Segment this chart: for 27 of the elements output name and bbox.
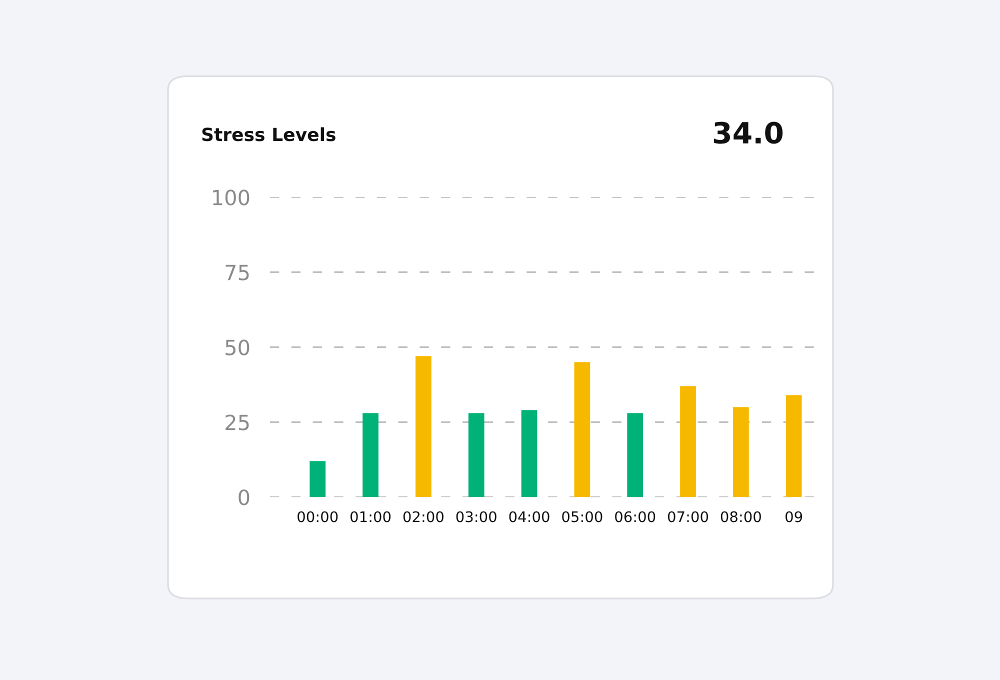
x-tick-label: 09 [786,511,802,522]
bar [786,395,802,498]
text: 34.0 [714,122,783,144]
y-tick-label: 75 [226,264,249,280]
bar [680,386,696,498]
bar [468,413,484,498]
x-tick-label: 03:00 [456,511,496,522]
x-tick-label: 01:00 [350,511,391,522]
x-tick-label: 04:00 [509,511,550,522]
y-tick-label: 25 [226,414,249,430]
bar [362,413,378,498]
bar [310,461,326,498]
x-tick-label: 02:00 [403,511,444,522]
y-tick-label: 100 [213,190,250,206]
x-tick-label: 05:00 [562,511,602,522]
bar [574,362,590,498]
x-tick-label: 08:00 [720,511,761,522]
x-tick-label: 06:00 [615,511,656,522]
x-tick-label: 00:00 [298,511,338,522]
bar [627,413,644,498]
chart-title: Stress Levels [202,127,336,142]
bar [732,407,749,498]
bar [416,356,432,498]
x-tick-label: 07:00 [668,511,708,522]
y-tick-label: 50 [226,340,250,356]
y-tick-label: 0 [238,490,250,506]
bar [521,410,538,498]
